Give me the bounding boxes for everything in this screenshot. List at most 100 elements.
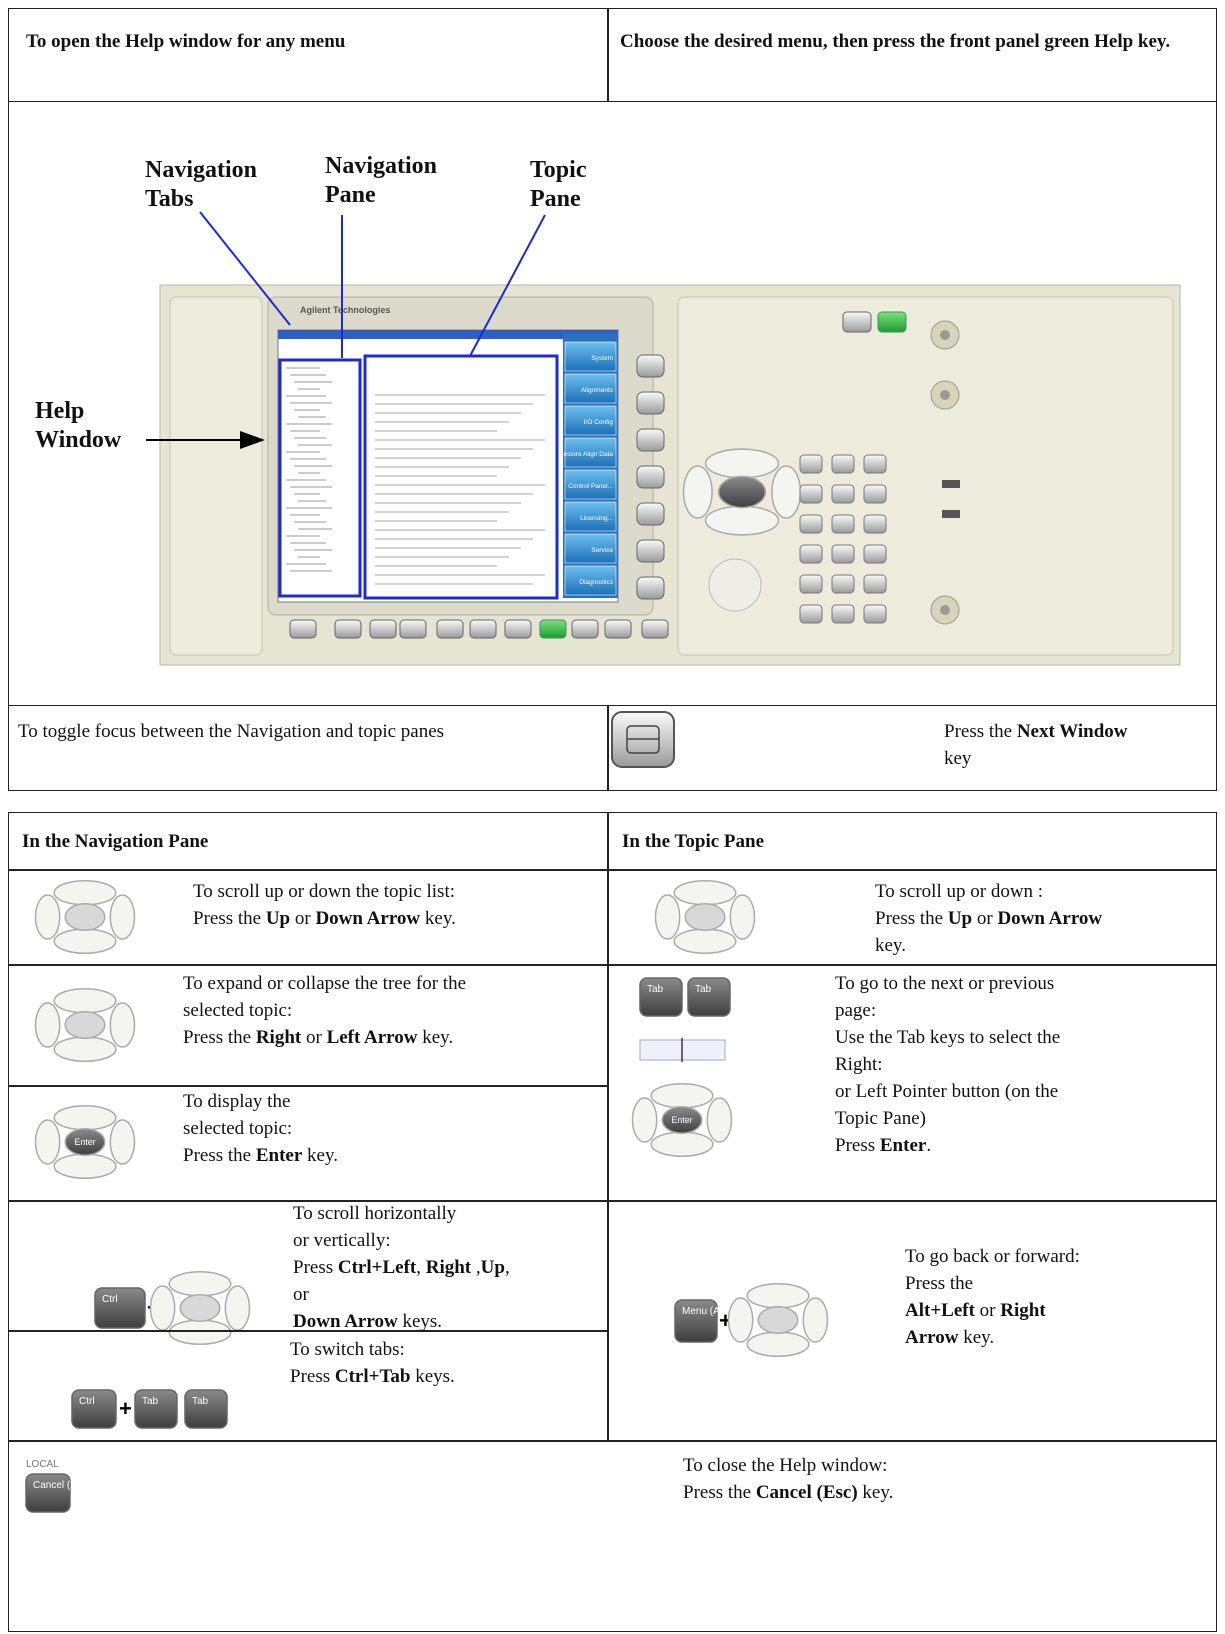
keypad-key: [831, 484, 855, 504]
softkey-label: Licensing...: [580, 515, 613, 522]
bottom-key: [641, 619, 669, 639]
text-line: To scroll horizontally: [293, 1200, 510, 1227]
pad-key: [706, 1097, 733, 1143]
rule: [8, 1085, 608, 1087]
text-run: or: [293, 1284, 309, 1305]
text-run: To display the: [183, 1091, 291, 1112]
bold-run: Up: [947, 908, 973, 929]
bold-run: Alt+Left: [905, 1300, 975, 1321]
text-run: To go back or forward:: [905, 1246, 1080, 1267]
text-line: To display the: [183, 1088, 338, 1115]
bold-run: Down Arrow: [315, 908, 421, 929]
softkey: [564, 501, 617, 532]
utility-key: [842, 311, 872, 333]
text-line: Press the Enter key.: [183, 1142, 338, 1169]
text-run: Press the: [183, 1145, 256, 1166]
bold-run: Up: [265, 908, 291, 929]
instruction: To expand or collapse the tree for the se…: [183, 970, 466, 1051]
text-line: To scroll up or down :: [875, 878, 1102, 905]
text-run: To scroll horizontally: [293, 1203, 457, 1224]
bottom-key: [504, 619, 532, 639]
text-line: key: [944, 745, 1204, 772]
bottom-key: [399, 619, 427, 639]
text-run: Press the: [905, 1273, 974, 1294]
text-run: selected topic:: [183, 1000, 293, 1021]
keypad-key: [831, 514, 855, 534]
keypad-key: [831, 574, 855, 594]
keypad-key: [799, 574, 823, 594]
softkey: [564, 533, 617, 564]
keypad-key: [799, 484, 823, 504]
pad-key: [727, 1297, 754, 1343]
bold-run: Right: [255, 1027, 302, 1048]
header-cell: Choose the desired menu, then press the …: [620, 31, 1171, 52]
text-line: Down Arrow keys.: [293, 1308, 510, 1335]
text-run: ,: [504, 1257, 510, 1278]
text-run: .: [926, 1135, 932, 1156]
softkey-label: Alignments: [581, 387, 614, 394]
bold-run: Up: [480, 1257, 505, 1278]
topic-pane: [363, 354, 559, 600]
key-caption: Ctrl: [102, 1294, 118, 1305]
softkey-button: [636, 465, 665, 489]
bold-run: Right: [1000, 1300, 1046, 1321]
text-line: To close the Help window:: [683, 1452, 893, 1479]
pad-key: [34, 894, 61, 940]
keypad-key: [831, 604, 855, 624]
pad-key: [631, 1097, 658, 1143]
softkey: [564, 469, 617, 500]
bold-run: Enter: [255, 1145, 303, 1166]
text-run: ,: [471, 1257, 481, 1278]
pad-key: [64, 903, 106, 931]
divider: [607, 705, 609, 791]
text-line: page:: [835, 997, 1060, 1024]
softkey-label: Service: [591, 547, 613, 554]
text-line: Right:: [835, 1051, 1060, 1078]
softkey-label: I/O Config: [584, 419, 614, 426]
softkey-button: [636, 502, 665, 526]
text-run: To scroll up or down :: [875, 881, 1044, 902]
text-run: Press: [293, 1257, 338, 1278]
callout: Navigation Tabs: [145, 157, 258, 212]
text-run: Press the: [875, 908, 948, 929]
text-run: Topic Pane): [835, 1108, 927, 1129]
pad-key: [64, 1011, 106, 1039]
text-run: Press the: [183, 1027, 256, 1048]
cell: [8, 705, 1217, 791]
text-line: Press the Cancel (Esc) key.: [683, 1479, 893, 1506]
softkey-button: [636, 539, 665, 563]
bold-run: Down Arrow: [293, 1311, 398, 1332]
softkey-label: Restore Align Data: [559, 451, 614, 458]
pad-key: [729, 894, 756, 940]
leader: [469, 214, 546, 357]
cell: [8, 8, 1217, 102]
text-line: To scroll up or down the topic list:: [193, 878, 456, 905]
text-run: To switch tabs:: [290, 1339, 405, 1360]
keypad-key: [799, 544, 823, 564]
table: [8, 812, 1217, 1632]
key: [134, 1389, 178, 1429]
header-cell: In the Topic Pane: [622, 831, 765, 852]
key-caption: Enter: [671, 1115, 692, 1125]
bottom-key: [334, 619, 362, 639]
text-run: Press: [835, 1135, 880, 1156]
instruction: To scroll horizontally or vertically: Pres…: [293, 1200, 510, 1335]
text-run: or: [290, 908, 316, 929]
keypad-key: [799, 604, 823, 624]
pad-key: [34, 1119, 61, 1165]
bold-run: Arrow: [905, 1327, 959, 1348]
right-panel: [677, 296, 1174, 656]
bold-run: Next Window: [1016, 721, 1128, 742]
usb: [942, 480, 960, 488]
instruction: To close the Help window: Press the Cance…: [683, 1452, 893, 1506]
text-line: Arrow key.: [905, 1324, 1080, 1351]
toggle-text: To toggle focus between the Navigation a…: [18, 721, 445, 742]
rule: [8, 1330, 608, 1332]
help-key: [539, 619, 567, 639]
rule: [8, 1200, 1217, 1202]
text-line: or: [293, 1281, 510, 1308]
key-caption: Tab: [192, 1396, 209, 1407]
softkey: [564, 437, 617, 468]
softkey-label: Control Panel...: [568, 483, 613, 490]
pad-key: [109, 1119, 136, 1165]
